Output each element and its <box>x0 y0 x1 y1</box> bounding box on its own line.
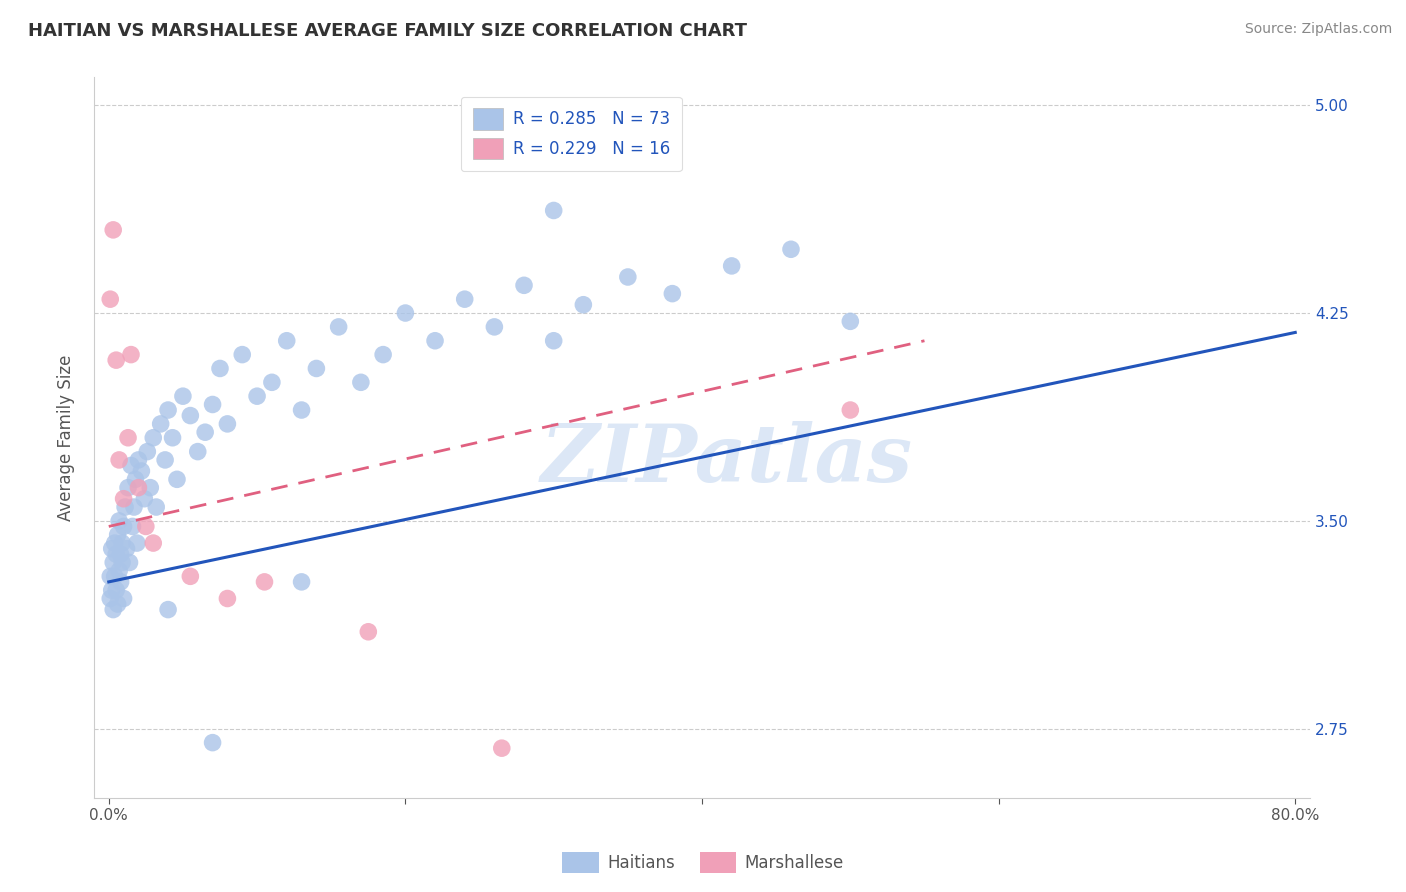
Point <box>260 376 283 390</box>
Point <box>111 536 134 550</box>
Point <box>350 376 373 390</box>
Point <box>166 472 188 486</box>
Point <box>103 602 125 616</box>
Point <box>111 556 134 570</box>
Legend: Haitians, Marshallese: Haitians, Marshallese <box>555 846 851 880</box>
Point <box>394 306 416 320</box>
Point <box>720 259 742 273</box>
Point <box>454 292 477 306</box>
Point <box>839 314 862 328</box>
Point <box>246 389 269 403</box>
Point <box>373 348 395 362</box>
Point <box>194 425 217 440</box>
Point <box>179 409 201 423</box>
Point <box>121 519 143 533</box>
Point <box>253 574 276 589</box>
Point <box>104 536 127 550</box>
Point <box>134 491 156 506</box>
Point <box>179 569 201 583</box>
Point <box>127 453 149 467</box>
Point <box>110 547 132 561</box>
Point <box>423 334 446 348</box>
Point <box>543 203 565 218</box>
Point <box>276 334 298 348</box>
Point <box>187 444 209 458</box>
Point <box>117 431 139 445</box>
Point <box>100 541 122 556</box>
Point <box>543 334 565 348</box>
Point <box>142 536 165 550</box>
Point <box>217 417 239 431</box>
Point <box>142 431 165 445</box>
Point <box>661 286 683 301</box>
Point <box>108 564 131 578</box>
Legend: R = 0.285   N = 73, R = 0.229   N = 16: R = 0.285 N = 73, R = 0.229 N = 16 <box>461 96 682 171</box>
Point <box>115 541 138 556</box>
Point <box>105 353 128 368</box>
Point <box>172 389 194 403</box>
Point <box>484 319 506 334</box>
Point <box>162 431 184 445</box>
Point <box>120 458 142 473</box>
Point <box>98 591 121 606</box>
Point <box>491 741 513 756</box>
Point <box>103 223 125 237</box>
Point <box>145 500 167 514</box>
Point <box>231 348 253 362</box>
Point <box>120 348 142 362</box>
Point <box>290 403 312 417</box>
Point <box>104 569 127 583</box>
Point <box>157 403 180 417</box>
Point <box>136 444 159 458</box>
Point <box>780 242 803 256</box>
Point <box>107 597 129 611</box>
Point <box>217 591 239 606</box>
Point <box>98 569 121 583</box>
Point <box>98 292 121 306</box>
Point <box>112 491 135 506</box>
Point <box>135 519 157 533</box>
Point <box>112 519 135 533</box>
Point <box>114 500 136 514</box>
Point <box>122 500 145 514</box>
Point <box>117 481 139 495</box>
Point <box>131 464 153 478</box>
Point <box>112 591 135 606</box>
Point <box>201 736 224 750</box>
Point <box>124 472 146 486</box>
Point <box>139 481 162 495</box>
Point <box>127 481 149 495</box>
Point <box>357 624 380 639</box>
Point <box>105 547 128 561</box>
Point <box>118 556 141 570</box>
Point <box>153 453 176 467</box>
Point <box>157 602 180 616</box>
Y-axis label: Average Family Size: Average Family Size <box>58 354 75 521</box>
Point <box>107 528 129 542</box>
Point <box>125 536 148 550</box>
Point <box>201 397 224 411</box>
Point <box>513 278 536 293</box>
Point <box>572 298 595 312</box>
Point <box>305 361 328 376</box>
Point <box>103 556 125 570</box>
Point <box>108 453 131 467</box>
Point <box>149 417 172 431</box>
Text: Source: ZipAtlas.com: Source: ZipAtlas.com <box>1244 22 1392 37</box>
Point <box>328 319 350 334</box>
Point <box>100 583 122 598</box>
Text: HAITIAN VS MARSHALLESE AVERAGE FAMILY SIZE CORRELATION CHART: HAITIAN VS MARSHALLESE AVERAGE FAMILY SI… <box>28 22 747 40</box>
Point <box>839 403 862 417</box>
Point <box>290 574 312 589</box>
Point <box>617 270 640 285</box>
Point <box>110 574 132 589</box>
Point <box>208 361 231 376</box>
Point <box>108 514 131 528</box>
Point <box>105 583 128 598</box>
Text: ZIPatlas: ZIPatlas <box>540 421 912 498</box>
